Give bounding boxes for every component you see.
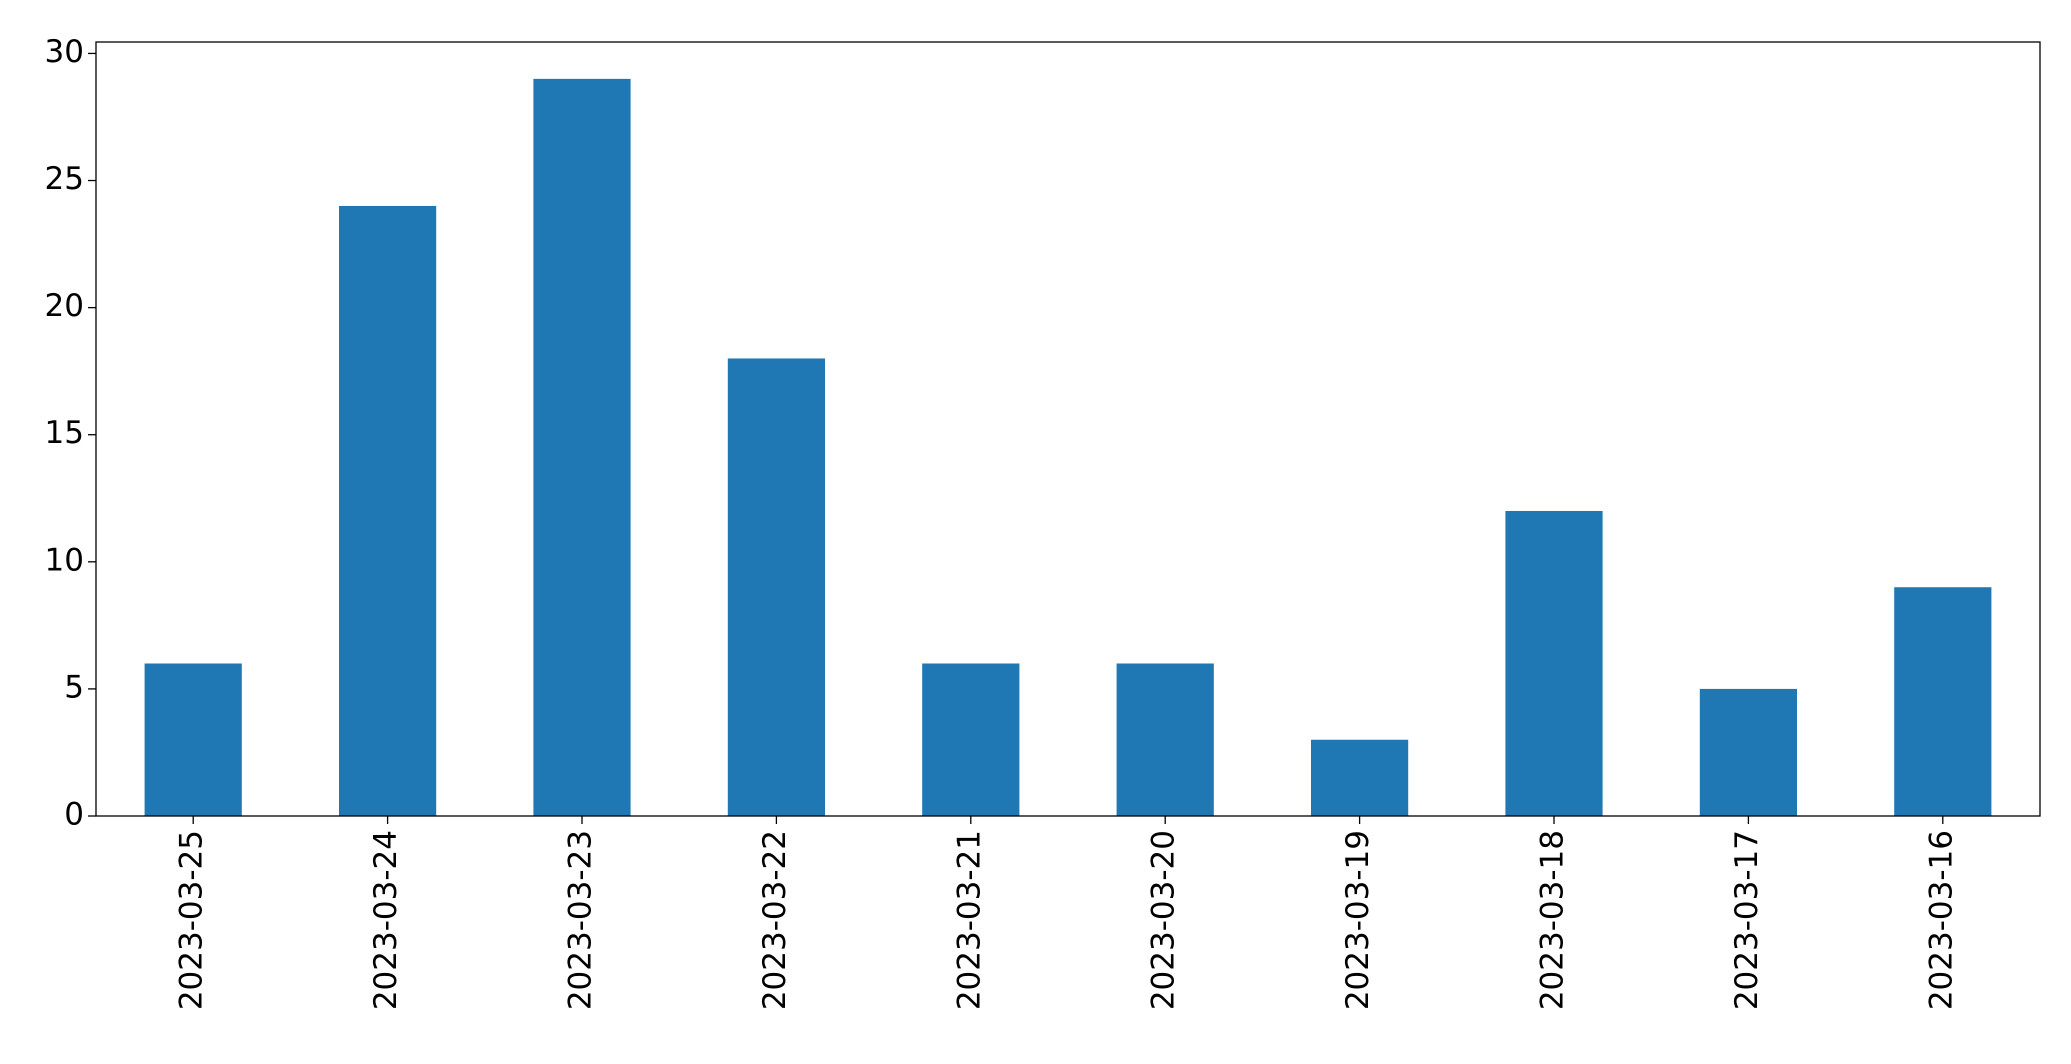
plot-frame: [95, 41, 2041, 817]
bar: [1699, 688, 1797, 816]
y-tick-label: 20: [45, 288, 84, 324]
bar: [1505, 510, 1603, 816]
bar: [339, 205, 437, 816]
bar: [1311, 739, 1409, 816]
bar: [1116, 663, 1214, 816]
x-tick-label: 2023-03-24: [368, 830, 404, 1010]
x-tick-label: 2023-03-16: [1923, 830, 1959, 1010]
y-tick-label: 5: [64, 669, 84, 705]
y-tick-label: 30: [45, 34, 84, 70]
bar: [144, 663, 242, 816]
x-tick-label: 2023-03-21: [951, 830, 987, 1010]
x-tick-label: 2023-03-19: [1340, 830, 1376, 1010]
y-tick-label: 10: [45, 542, 84, 578]
bar: [533, 78, 631, 817]
y-tick-label: 0: [64, 797, 84, 833]
x-tick-label: 2023-03-20: [1146, 830, 1182, 1010]
x-tick-label: 2023-03-23: [563, 830, 599, 1010]
x-tick-label: 2023-03-25: [174, 830, 210, 1010]
x-tick-label: 2023-03-17: [1729, 830, 1765, 1010]
x-tick-label: 2023-03-18: [1535, 830, 1571, 1010]
y-tick-label: 25: [45, 161, 84, 197]
bar: [727, 358, 825, 816]
y-tick-label: 15: [45, 415, 84, 451]
bar: [1894, 587, 1992, 816]
x-tick-label: 2023-03-22: [757, 830, 793, 1010]
bar: [922, 663, 1020, 816]
